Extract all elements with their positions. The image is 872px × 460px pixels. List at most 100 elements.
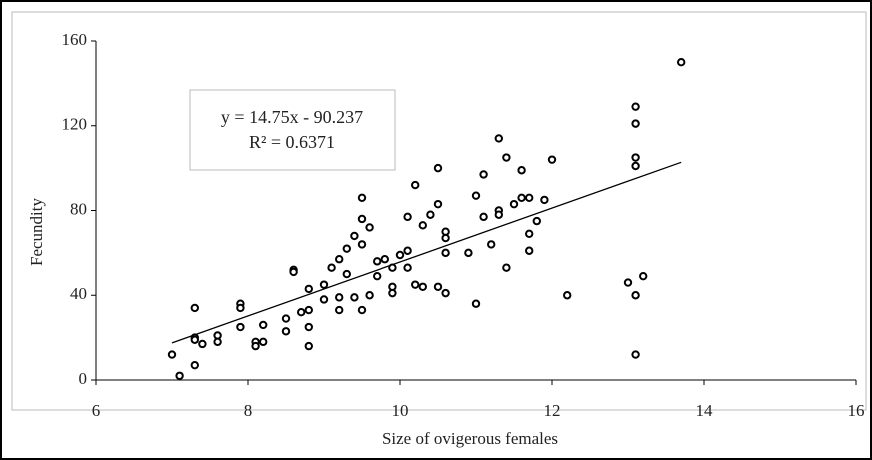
data-point (335, 293, 344, 302)
x-tick-label: 10 (392, 401, 409, 420)
data-point (426, 210, 435, 219)
data-point (471, 191, 481, 200)
data-point (441, 233, 450, 243)
data-point (631, 153, 640, 162)
plot-frame (11, 11, 867, 411)
data-point (418, 282, 427, 291)
data-point (357, 214, 367, 224)
data-point (198, 339, 207, 349)
data-point (418, 221, 427, 230)
data-point (342, 269, 351, 279)
r-squared: R² = 0.6371 (249, 132, 335, 152)
data-point (213, 337, 222, 347)
data-point (281, 327, 291, 336)
data-point (388, 263, 397, 272)
x-tick-label: 16 (848, 401, 865, 420)
data-point (365, 291, 374, 300)
data-point (631, 119, 640, 128)
data-point (464, 248, 473, 258)
y-tick-label: 120 (62, 115, 88, 134)
data-point (297, 308, 306, 317)
trendline (171, 161, 682, 344)
data-point (403, 246, 412, 255)
data-point (259, 320, 268, 330)
data-point (289, 267, 298, 277)
data-point (540, 195, 549, 205)
data-point (441, 288, 450, 298)
data-point (411, 180, 420, 190)
y-tick-label: 160 (62, 30, 88, 49)
data-point (259, 337, 268, 347)
data-point (251, 341, 260, 351)
data-point (509, 199, 519, 209)
data-point (532, 216, 541, 226)
data-point (395, 250, 405, 260)
y-tick-label: 80 (70, 199, 87, 218)
data-point (631, 291, 640, 300)
data-point (342, 244, 351, 253)
data-point (281, 314, 291, 323)
data-point (335, 305, 344, 315)
data-point (380, 255, 389, 264)
data-point (335, 255, 344, 264)
data-point (517, 166, 526, 175)
data-point (502, 153, 511, 162)
data-point (433, 282, 443, 291)
x-tick-label: 12 (544, 401, 561, 420)
data-point (236, 303, 245, 313)
data-point (631, 102, 640, 111)
data-point (304, 284, 313, 294)
data-point (304, 305, 313, 315)
y-tick-label: 40 (70, 284, 87, 303)
x-tick-label: 8 (244, 401, 253, 420)
data-point (494, 134, 503, 143)
data-point (525, 193, 534, 202)
y-tick-label: 0 (79, 369, 88, 388)
data-point (433, 163, 443, 173)
x-tick-label: 6 (92, 401, 101, 420)
data-point (388, 288, 397, 298)
data-point (631, 161, 640, 171)
data-point (639, 271, 648, 281)
data-point (190, 303, 200, 313)
data-point (304, 341, 313, 351)
data-point (357, 193, 367, 202)
data-point (631, 350, 640, 359)
data-point (373, 257, 382, 266)
data-point (517, 193, 526, 202)
data-point (357, 240, 367, 249)
data-point (175, 371, 184, 380)
data-point (365, 223, 374, 232)
data-point (471, 299, 481, 308)
data-point (403, 263, 412, 272)
y-axis-label: Fecundity (27, 198, 46, 266)
data-point (563, 291, 572, 300)
data-point (441, 248, 450, 258)
data-point (350, 231, 359, 241)
data-point (357, 305, 367, 315)
data-point (487, 240, 496, 249)
data-point (373, 271, 382, 281)
x-tick-label: 14 (696, 401, 714, 420)
data-point (236, 322, 245, 332)
data-point (319, 295, 329, 304)
data-point (677, 57, 686, 67)
equation: y = 14.75x - 90.237 (221, 107, 363, 127)
x-axis-label: Size of ovigerous females (382, 429, 558, 448)
data-point (411, 280, 420, 289)
data-point (479, 170, 488, 179)
data-point (494, 210, 503, 219)
data-point (167, 350, 177, 359)
data-point (547, 155, 557, 164)
data-point (304, 322, 313, 332)
data-point (403, 212, 412, 222)
data-point (190, 335, 200, 344)
data-point (525, 246, 534, 255)
data-point (433, 199, 443, 209)
data-point (525, 229, 534, 239)
data-point (502, 263, 511, 272)
data-point (190, 360, 200, 370)
data-point (623, 278, 633, 287)
